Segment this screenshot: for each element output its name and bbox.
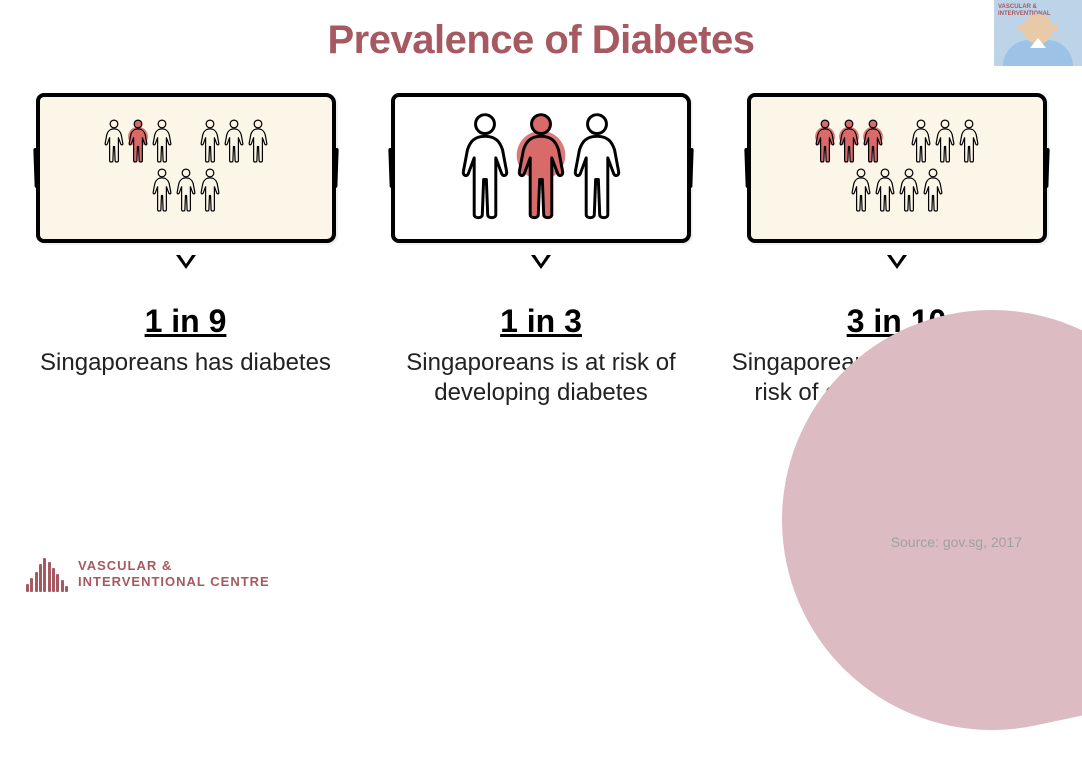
arrow-icon	[531, 255, 551, 269]
stat-title-1in3: 1 in 3	[500, 303, 582, 340]
person-icon	[151, 119, 173, 163]
person-icon	[874, 168, 896, 212]
person-icon	[838, 119, 860, 163]
person-icon	[127, 119, 149, 163]
person-icon	[850, 168, 872, 212]
person-icon	[958, 119, 980, 163]
panel-1in9: 1 in 9 Singaporeans has diabetes	[16, 93, 356, 408]
brand-logo-icon	[26, 556, 68, 592]
panel-1in3: 1 in 3 Singaporeans is at risk of develo…	[371, 93, 711, 408]
person-icon	[934, 119, 956, 163]
brand: VASCULAR & INTERVENTIONAL CENTRE	[26, 556, 270, 592]
person-icon	[862, 119, 884, 163]
source-text: Source: gov.sg, 2017	[891, 534, 1022, 550]
arrow-icon	[176, 255, 196, 269]
arrow-icon	[887, 255, 907, 269]
brand-line2: INTERVENTIONAL CENTRE	[78, 574, 270, 590]
person-icon	[199, 119, 221, 163]
person-icon	[103, 119, 125, 163]
person-icon	[910, 119, 932, 163]
stat-desc-1in9: Singaporeans has diabetes	[40, 348, 331, 378]
person-icon	[199, 168, 221, 212]
pictogram-box-3in10	[747, 93, 1047, 243]
pictogram-box-1in3	[391, 93, 691, 243]
stat-title-1in9: 1 in 9	[145, 303, 227, 340]
brand-text: VASCULAR & INTERVENTIONAL CENTRE	[78, 558, 270, 591]
person-icon	[458, 112, 512, 220]
person-icon	[175, 168, 197, 212]
person-icon	[814, 119, 836, 163]
stat-desc-1in3: Singaporeans is at risk of developing di…	[376, 348, 706, 408]
person-icon	[247, 119, 269, 163]
person-icon	[570, 112, 624, 220]
person-icon	[898, 168, 920, 212]
person-icon	[514, 112, 568, 220]
person-icon	[922, 168, 944, 212]
presenter-thumbnail: VASCULAR & INTERVENTIONAL	[992, 0, 1082, 68]
person-icon	[223, 119, 245, 163]
brand-line1: VASCULAR &	[78, 558, 270, 574]
page-title: Prevalence of Diabetes	[0, 0, 1082, 63]
person-icon	[151, 168, 173, 212]
pictogram-box-1in9	[36, 93, 336, 243]
